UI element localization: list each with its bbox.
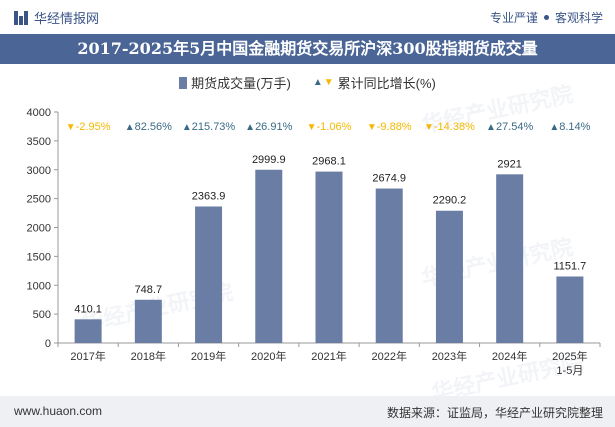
header-tags: 专业严谨 客观科学 bbox=[490, 9, 603, 26]
triangle-down-icon: ▼ bbox=[66, 122, 76, 133]
legend-item-volume[interactable]: 期货成交量(万手) bbox=[179, 73, 291, 92]
growth-value: 82.56% bbox=[135, 121, 173, 133]
y-tick-label: 2000 bbox=[27, 223, 51, 235]
legend-growth-label: 累计同比增长(%) bbox=[337, 76, 436, 91]
x-tick-label: 2018年 bbox=[131, 349, 166, 363]
bar bbox=[496, 174, 524, 343]
x-tick-label: 2021年 bbox=[311, 349, 346, 363]
top-bar: 华经情报网 专业严谨 客观科学 bbox=[0, 0, 615, 34]
footer: www.huaon.com 数据来源：证监局，华经产业研究院整理 bbox=[0, 396, 615, 427]
growth-value: 8.14% bbox=[559, 121, 590, 133]
triangle-up-icon: ▲ bbox=[486, 122, 496, 133]
growth-label: ▲26.91% bbox=[245, 121, 292, 133]
x-tick-label: 2023年 bbox=[432, 349, 467, 363]
y-tick-label: 3500 bbox=[27, 136, 51, 148]
x-tick-label: 1-5月 bbox=[556, 365, 583, 377]
growth-value: 215.73% bbox=[192, 121, 236, 133]
growth-label: ▲82.56% bbox=[125, 121, 172, 133]
growth-label: ▼-2.95% bbox=[66, 121, 111, 133]
triangle-up-down-icon: ▲ ▼ bbox=[312, 77, 334, 88]
bar-value-label: 2290.2 bbox=[433, 195, 467, 207]
legend-volume-label: 期货成交量(万手) bbox=[191, 76, 291, 91]
bar-value-label: 2363.9 bbox=[192, 190, 226, 202]
bar bbox=[74, 319, 102, 343]
legend: 期货成交量(万手) ▲ ▼ 累计同比增长(%) bbox=[0, 73, 615, 92]
bar bbox=[315, 171, 343, 343]
x-axis: 2017年 2018年 2019年 2020年 2021年 2022年 2023年 2024年… bbox=[57, 342, 601, 377]
triangle-up-icon: ▲ bbox=[549, 122, 559, 133]
footer-source: 数据来源：证监局，华经产业研究院整理 bbox=[386, 406, 603, 420]
legend-item-growth[interactable]: ▲ ▼ 累计同比增长(%) bbox=[313, 73, 436, 92]
triangle-up-icon: ▲ bbox=[245, 122, 255, 133]
brand-name: 华经情报网 bbox=[34, 11, 100, 26]
y-tick-label: 500 bbox=[33, 309, 51, 321]
growth-label: ▼-9.88% bbox=[367, 121, 412, 133]
bar-value-label: 2921 bbox=[497, 158, 521, 170]
triangle-down-icon: ▼ bbox=[307, 122, 317, 133]
tag-professional: 专业严谨 bbox=[489, 11, 538, 25]
y-tick-label: 1000 bbox=[27, 280, 51, 292]
brand-logo-icon bbox=[14, 10, 28, 25]
growth-value: 26.91% bbox=[255, 121, 293, 133]
value-labels: 410.1 748.7 2363.9 2999.9 2968.1 2674.9 2290.2… bbox=[74, 154, 586, 316]
bar-value-label: 748.7 bbox=[135, 284, 163, 296]
x-tick-label: 2025年 bbox=[552, 349, 587, 363]
bar bbox=[255, 169, 283, 343]
growth-label: ▼-14.38% bbox=[424, 121, 475, 133]
growth-value: -9.88% bbox=[377, 121, 412, 133]
triangle-up-icon: ▲ bbox=[182, 122, 192, 133]
y-axis: 0 500 1000 1500 2000 2500 3000 3500 4000 bbox=[27, 107, 59, 350]
growth-value: -1.06% bbox=[317, 121, 352, 133]
bar bbox=[195, 206, 223, 343]
triangle-down-icon: ▼ bbox=[367, 122, 377, 133]
bar bbox=[435, 210, 463, 343]
growth-value: 27.54% bbox=[496, 121, 534, 133]
x-tick-label: 2022年 bbox=[371, 349, 406, 363]
brand[interactable]: 华经情报网 bbox=[14, 8, 99, 27]
bar-value-label: 1151.7 bbox=[553, 260, 586, 272]
tag-objective: 客观科学 bbox=[554, 11, 603, 25]
bars bbox=[74, 169, 584, 343]
footer-url[interactable]: www.huaon.com bbox=[14, 404, 103, 418]
chart-title: 2017-2025年5月中国金融期货交易所沪深300股指期货成交量 bbox=[0, 34, 615, 64]
x-tick-label: 2020年 bbox=[251, 349, 286, 363]
growth-value: -2.95% bbox=[76, 121, 111, 133]
y-tick-label: 2500 bbox=[27, 194, 51, 206]
bar-value-label: 2999.9 bbox=[252, 154, 286, 166]
bar-swatch-icon bbox=[179, 76, 188, 89]
tag-dot-icon bbox=[543, 15, 549, 20]
y-tick-label: 4000 bbox=[27, 107, 51, 119]
y-tick-label: 1500 bbox=[27, 251, 51, 263]
triangle-down-icon: ▼ bbox=[424, 122, 434, 133]
growth-label: ▼-1.06% bbox=[307, 121, 352, 133]
x-tick-label: 2017年 bbox=[70, 349, 105, 363]
growth-label: ▲215.73% bbox=[182, 121, 236, 133]
bar-value-label: 410.1 bbox=[74, 303, 102, 315]
y-tick-label: 3000 bbox=[27, 165, 51, 177]
growth-label: ▲27.54% bbox=[486, 121, 533, 133]
x-tick-label: 2024年 bbox=[492, 349, 527, 363]
y-tick-label: 0 bbox=[45, 338, 51, 350]
triangle-up-icon: ▲ bbox=[125, 122, 135, 133]
x-tick-label: 2019年 bbox=[191, 349, 226, 363]
growth-value: -14.38% bbox=[434, 121, 475, 133]
bar bbox=[375, 188, 403, 343]
growth-label: ▲8.14% bbox=[549, 121, 590, 133]
bar-value-label: 2674.9 bbox=[372, 173, 406, 185]
bar-value-label: 2968.1 bbox=[312, 156, 346, 168]
bar bbox=[556, 276, 584, 343]
bar bbox=[134, 299, 162, 343]
growth-labels: ▼-2.95% ▲82.56% ▲215.73% ▲26.91% ▼-1.06% ▼-9.… bbox=[66, 121, 591, 133]
